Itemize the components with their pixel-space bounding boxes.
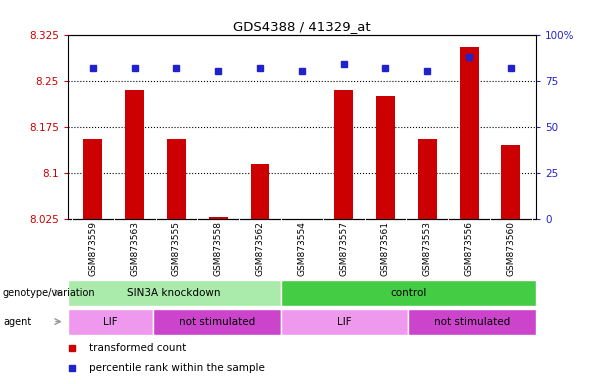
Text: GSM873561: GSM873561 <box>381 221 390 276</box>
Bar <box>408 309 536 334</box>
Bar <box>501 145 520 219</box>
Text: GSM873554: GSM873554 <box>297 221 306 276</box>
Bar <box>125 90 144 219</box>
Bar <box>209 217 228 219</box>
Text: GSM873555: GSM873555 <box>172 221 181 276</box>
Text: GSM873553: GSM873553 <box>423 221 432 276</box>
Text: LIF: LIF <box>337 316 352 327</box>
Text: transformed count: transformed count <box>89 343 186 353</box>
Text: genotype/variation: genotype/variation <box>3 288 95 298</box>
Bar <box>167 139 186 219</box>
Bar <box>68 280 280 306</box>
Text: GSM873559: GSM873559 <box>88 221 97 276</box>
Bar <box>418 139 436 219</box>
Bar <box>153 309 280 334</box>
Bar <box>459 47 478 219</box>
Bar <box>280 309 408 334</box>
Bar <box>68 309 153 334</box>
Text: GSM873560: GSM873560 <box>507 221 515 276</box>
Text: percentile rank within the sample: percentile rank within the sample <box>89 363 264 373</box>
Text: GSM873557: GSM873557 <box>339 221 348 276</box>
Bar <box>251 164 269 219</box>
Title: GDS4388 / 41329_at: GDS4388 / 41329_at <box>233 20 370 33</box>
Text: not stimulated: not stimulated <box>178 316 255 327</box>
Bar <box>280 280 536 306</box>
Text: control: control <box>390 288 426 298</box>
Text: GSM873562: GSM873562 <box>256 221 264 276</box>
Bar <box>335 90 353 219</box>
Text: agent: agent <box>3 316 31 327</box>
Text: SIN3A knockdown: SIN3A knockdown <box>127 288 221 298</box>
Text: not stimulated: not stimulated <box>434 316 510 327</box>
Text: GSM873556: GSM873556 <box>465 221 474 276</box>
Text: GSM873563: GSM873563 <box>130 221 139 276</box>
Bar <box>293 219 311 221</box>
Text: GSM873558: GSM873558 <box>214 221 223 276</box>
Bar <box>84 139 102 219</box>
Bar <box>376 96 395 219</box>
Text: LIF: LIF <box>103 316 118 327</box>
